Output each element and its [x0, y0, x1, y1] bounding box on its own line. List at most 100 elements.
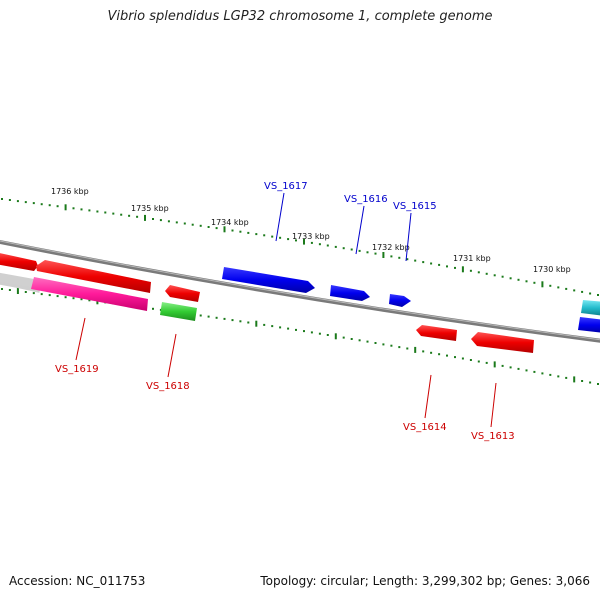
minor-tick	[382, 343, 385, 346]
major-tick	[573, 376, 576, 383]
minor-tick	[271, 235, 274, 238]
major-tick	[414, 346, 417, 353]
minor-tick	[374, 252, 377, 255]
minor-tick	[287, 238, 290, 241]
minor-tick	[501, 275, 504, 278]
minor-tick	[493, 274, 496, 277]
minor-tick	[398, 346, 401, 349]
gene-arrow-edge-left[interactable]	[0, 252, 38, 271]
minor-tick	[279, 326, 282, 329]
major-tick	[541, 281, 544, 288]
minor-tick	[40, 293, 43, 296]
gene-arrow-vs1620[interactable]	[36, 260, 151, 293]
minor-tick	[48, 204, 51, 207]
gene-arrow-vs1614[interactable]	[416, 325, 457, 341]
minor-tick	[549, 284, 552, 287]
minor-tick	[255, 233, 258, 236]
minor-tick	[88, 299, 91, 302]
minor-tick	[597, 294, 599, 296]
scale-label-1734: 1734 kbp	[211, 218, 249, 227]
minor-tick	[469, 269, 472, 272]
minor-tick	[32, 292, 35, 295]
leader-line-vs1619	[75, 317, 86, 361]
minor-tick	[24, 291, 27, 293]
minor-tick	[247, 231, 250, 234]
minor-tick	[175, 221, 178, 224]
gene-arrow-vs1616[interactable]	[330, 285, 370, 301]
major-tick	[303, 238, 305, 245]
minor-tick	[454, 356, 456, 359]
minor-tick	[581, 290, 584, 293]
gene-label-vs1619[interactable]: VS_1619	[55, 364, 99, 375]
minor-tick	[310, 331, 313, 334]
minor-tick	[8, 289, 11, 291]
minor-tick	[128, 214, 131, 217]
minor-tick	[239, 230, 242, 233]
scale-label-1735: 1735 kbp	[131, 204, 169, 213]
gene-arrow-vs1618[interactable]	[160, 302, 197, 321]
minor-tick	[557, 286, 560, 289]
minor-tick	[509, 366, 512, 369]
map-title: Vibrio splendidus LGP32 chromosome 1, co…	[107, 9, 493, 24]
minor-tick	[310, 241, 313, 244]
minor-tick	[1, 288, 3, 290]
major-tick	[382, 252, 385, 258]
minor-tick	[390, 344, 393, 347]
minor-tick	[517, 278, 520, 281]
minor-tick	[24, 201, 27, 204]
minor-tick	[263, 323, 266, 326]
minor-tick	[565, 287, 568, 290]
gene-arrow-vs1615[interactable]	[389, 294, 411, 307]
gene-label-vs1615[interactable]: VS_1615	[393, 201, 437, 212]
minor-tick	[199, 314, 202, 317]
gene-arrow-edge-cyan[interactable]	[581, 300, 600, 316]
minor-tick	[422, 261, 425, 264]
minor-tick	[589, 292, 592, 295]
minor-tick	[152, 307, 154, 310]
minor-tick	[422, 350, 425, 353]
gene-arrow-edge-blue[interactable]	[578, 317, 600, 333]
minor-tick	[581, 380, 584, 382]
scale-label-1730: 1730 kbp	[533, 265, 571, 274]
minor-tick	[16, 200, 19, 203]
gene-label-vs1616[interactable]: VS_1616	[344, 194, 388, 205]
minor-tick	[112, 212, 115, 215]
minor-tick	[263, 234, 266, 237]
minor-tick	[469, 359, 472, 361]
gene-label-vs1618[interactable]: VS_1618	[146, 381, 190, 392]
minor-tick	[191, 223, 194, 226]
gene-arrow-vs1613[interactable]	[471, 332, 534, 353]
minor-tick	[485, 361, 488, 364]
gene-arrow-vs1619[interactable]	[31, 277, 148, 311]
gene-arrow-vs1617[interactable]	[222, 267, 315, 293]
minor-tick	[223, 317, 226, 320]
minor-tick	[358, 249, 361, 252]
minor-tick	[334, 245, 337, 248]
minor-tick	[438, 353, 441, 356]
minor-tick	[589, 381, 592, 384]
minor-tick	[247, 321, 250, 324]
minor-tick	[96, 210, 99, 213]
minor-tick	[207, 226, 210, 228]
gene-label-vs1613[interactable]: VS_1613	[471, 431, 515, 442]
minor-tick	[533, 370, 536, 373]
gene-label-vs1617[interactable]: VS_1617	[264, 181, 308, 192]
minor-tick	[64, 296, 67, 299]
minor-tick	[430, 351, 433, 354]
major-tick	[461, 266, 464, 273]
gene-arrow-small-red[interactable]	[165, 285, 200, 302]
minor-tick	[183, 222, 186, 225]
minor-tick	[326, 244, 329, 247]
accession-text: Accession: NC_011753	[9, 574, 146, 588]
minor-tick	[438, 263, 441, 266]
minor-tick	[501, 364, 504, 367]
scale-label-1733: 1733 kbp	[292, 232, 330, 241]
major-tick	[223, 226, 226, 233]
minor-tick	[48, 294, 51, 297]
minor-tick	[461, 357, 464, 360]
minor-tick	[287, 327, 290, 330]
minor-tick	[239, 320, 242, 323]
minor-tick	[597, 383, 599, 385]
gene-label-vs1614[interactable]: VS_1614	[403, 422, 447, 433]
minor-tick	[342, 336, 345, 339]
